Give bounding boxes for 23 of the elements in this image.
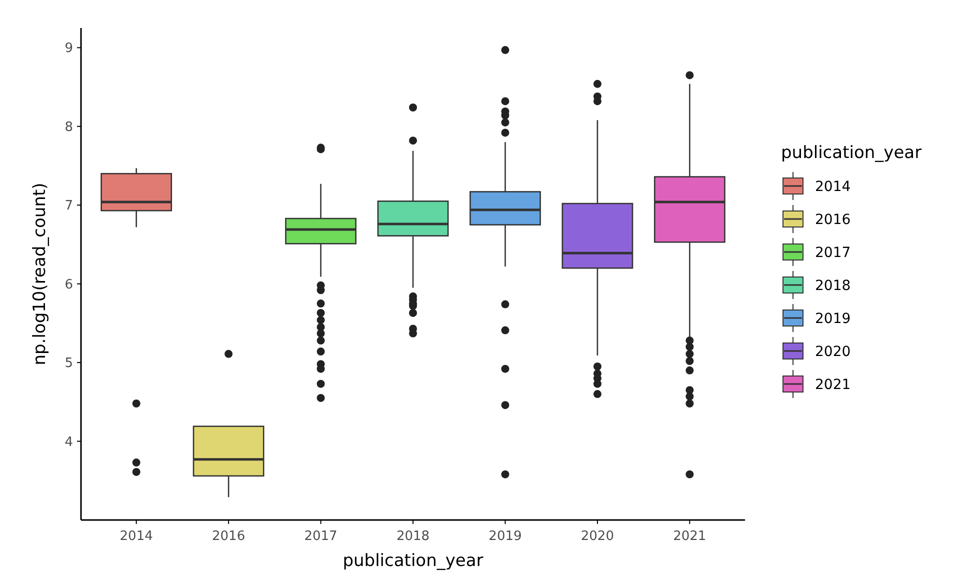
legend-label: 2018 xyxy=(815,278,851,294)
x-tick-label: 2019 xyxy=(488,529,522,544)
legend-label: 2016 xyxy=(815,212,851,228)
legend-label: 2014 xyxy=(815,178,851,195)
y-axis-title: np.log10(read_count) xyxy=(30,182,50,366)
legend-label: 2019 xyxy=(815,310,851,327)
x-tick-label: 2016 xyxy=(212,529,246,544)
legend-label: 2021 xyxy=(815,376,851,393)
legend-title: publication_year xyxy=(781,143,922,163)
x-tick-label: 2020 xyxy=(580,529,614,544)
y-tick-label: 4 xyxy=(64,434,73,450)
x-axis-title: publication_year xyxy=(342,551,484,571)
y-tick-label: 7 xyxy=(64,198,73,214)
x-tick-label: 2014 xyxy=(120,529,153,544)
x-tick-label: 2018 xyxy=(396,529,430,544)
legend-label: 2020 xyxy=(815,344,851,360)
y-tick-label: 6 xyxy=(64,277,73,292)
x-tick-label: 2017 xyxy=(304,529,338,544)
legend-label: 2017 xyxy=(815,244,851,261)
x-tick-label: 2021 xyxy=(673,529,706,544)
y-tick-label: 9 xyxy=(64,41,73,56)
y-tick-label: 5 xyxy=(64,356,73,372)
y-tick-label: 8 xyxy=(64,120,73,135)
